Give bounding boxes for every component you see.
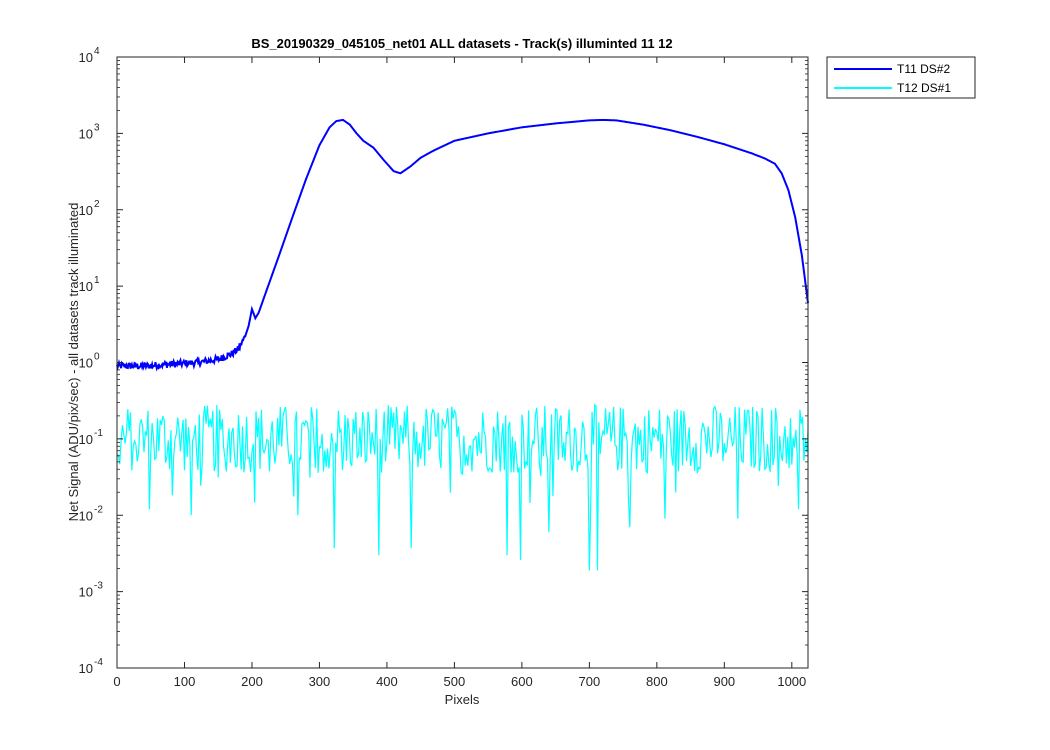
y-tick-exponent: 2 — [94, 199, 100, 210]
axes-background — [117, 57, 808, 668]
x-tick-label: 100 — [174, 674, 196, 689]
x-tick-label: 800 — [646, 674, 668, 689]
legend: T11 DS#2 T12 DS#1 — [826, 56, 976, 99]
plot-area: 0 100 200 300 400 500 600 700 800 900 100010-410-3… — [79, 46, 809, 689]
y-tick-exponent: 0 — [94, 352, 100, 363]
x-tick-label: 400 — [376, 674, 398, 689]
y-tick-exponent: -2 — [94, 504, 103, 515]
y-tick-exponent: -1 — [94, 428, 103, 439]
series-line-t11 — [116, 118, 809, 372]
legend-label-t11: T11 DS#2 — [897, 62, 950, 76]
y-tick-label: 10 — [79, 126, 93, 141]
series-line-t12 — [116, 403, 809, 571]
legend-label-t12: T12 DS#1 — [897, 81, 951, 95]
y-tick-exponent: -3 — [94, 581, 103, 592]
x-tick-label: 200 — [241, 674, 263, 689]
x-tick-label: 0 — [113, 674, 120, 689]
x-tick-label: 300 — [309, 674, 331, 689]
tick-layer: 0 100 200 300 400 500 600 700 800 900 100010-410-3… — [79, 46, 808, 689]
y-tick-label: 10 — [79, 508, 93, 523]
x-tick-label: 900 — [713, 674, 735, 689]
y-tick-label: 10 — [79, 356, 93, 371]
y-axis-label: Net Signal (ADU/pix/sec) - all datasets … — [66, 203, 81, 522]
x-tick-label: 500 — [444, 674, 466, 689]
x-tick-label: 600 — [511, 674, 533, 689]
y-tick-label: 10 — [79, 203, 93, 218]
y-tick-label: 10 — [79, 279, 93, 294]
y-tick-exponent: -4 — [94, 657, 103, 668]
legend-box — [826, 56, 976, 99]
x-tick-label: 1000 — [777, 674, 806, 689]
x-axis-label: Pixels — [445, 692, 480, 707]
y-tick-label: 10 — [79, 661, 93, 676]
y-tick-label: 10 — [79, 50, 93, 65]
y-tick-exponent: 1 — [94, 275, 100, 286]
y-tick-exponent: 3 — [94, 122, 100, 133]
y-tick-exponent: 4 — [94, 46, 100, 57]
y-tick-label: 10 — [79, 432, 93, 447]
series-layer — [116, 118, 809, 571]
y-tick-label: 10 — [79, 585, 93, 600]
x-tick-label: 700 — [579, 674, 601, 689]
chart-title: BS_20190329_045105_net01 ALL datasets - … — [251, 36, 672, 51]
